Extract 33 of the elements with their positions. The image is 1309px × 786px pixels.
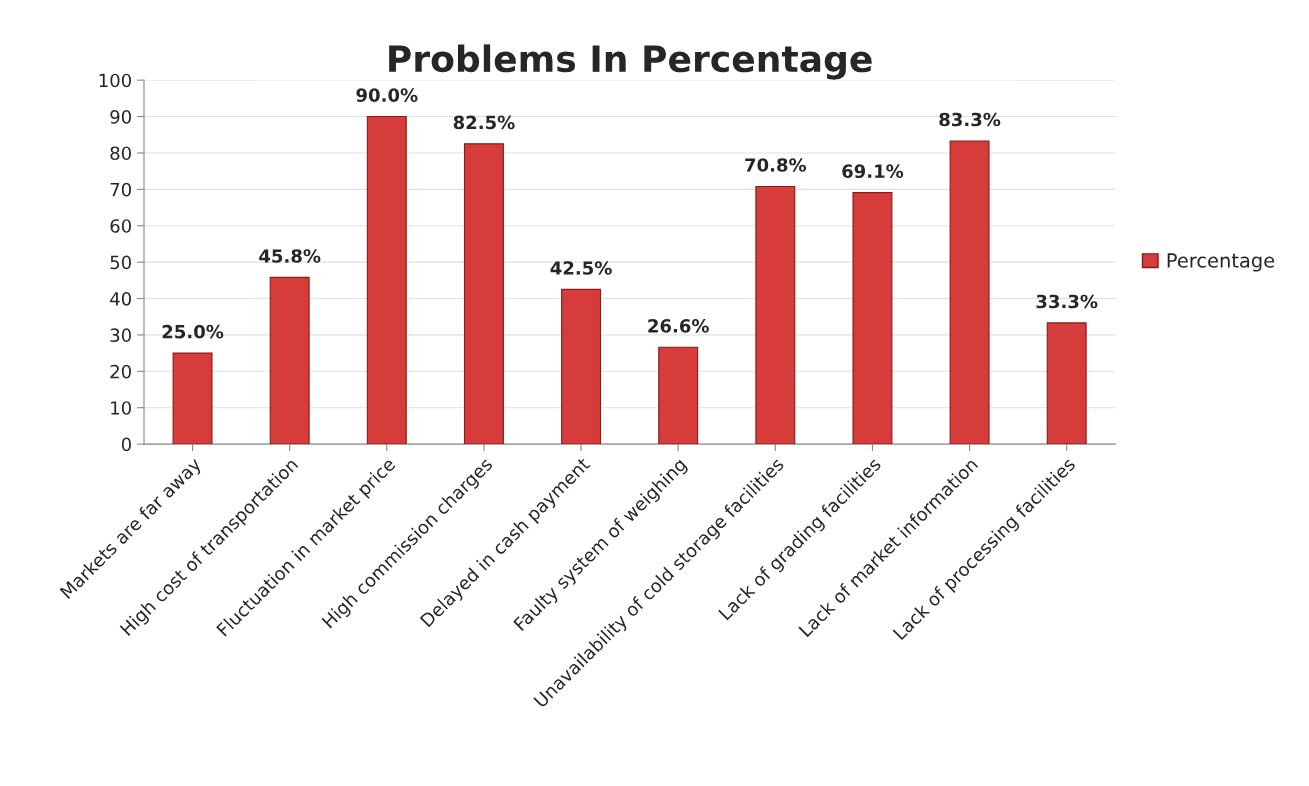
- data-label: 45.8%: [259, 249, 321, 263]
- legend-label: Percentage: [1167, 253, 1275, 272]
- data-label: 90.0%: [356, 88, 418, 102]
- y-tick-label: 100: [99, 73, 131, 88]
- bar: [949, 140, 990, 445]
- data-label: 42.5%: [550, 261, 612, 275]
- y-tick-label: 50: [110, 255, 131, 270]
- y-tick-label: 20: [110, 364, 131, 379]
- data-label: 69.1%: [842, 164, 904, 179]
- bar: [1046, 322, 1087, 445]
- bar: [269, 276, 310, 445]
- data-label: 33.3%: [1036, 294, 1098, 309]
- bar: [755, 185, 796, 445]
- y-tick-label: 0: [121, 437, 131, 452]
- y-tick-label: 70: [110, 182, 131, 197]
- data-label: 83.3%: [939, 112, 1001, 127]
- bar: [658, 346, 699, 445]
- y-tick-label: 30: [110, 328, 131, 343]
- data-label: 25.0%: [162, 324, 224, 339]
- y-tick-label: 90: [110, 110, 131, 124]
- bar: [172, 352, 213, 445]
- bar: [561, 288, 602, 445]
- chart-title: Problems In Percentage: [389, 44, 872, 80]
- y-tick-label: 40: [110, 291, 131, 306]
- y-tick-label: 60: [110, 219, 131, 233]
- bar: [852, 192, 893, 445]
- data-label: 26.6%: [648, 319, 709, 333]
- data-label: 70.8%: [745, 158, 807, 172]
- y-tick-label: 10: [111, 401, 131, 415]
- y-tick-label: 80: [110, 146, 131, 161]
- data-label: 82.5%: [453, 115, 515, 130]
- bar: [463, 143, 504, 445]
- bar: [366, 116, 407, 445]
